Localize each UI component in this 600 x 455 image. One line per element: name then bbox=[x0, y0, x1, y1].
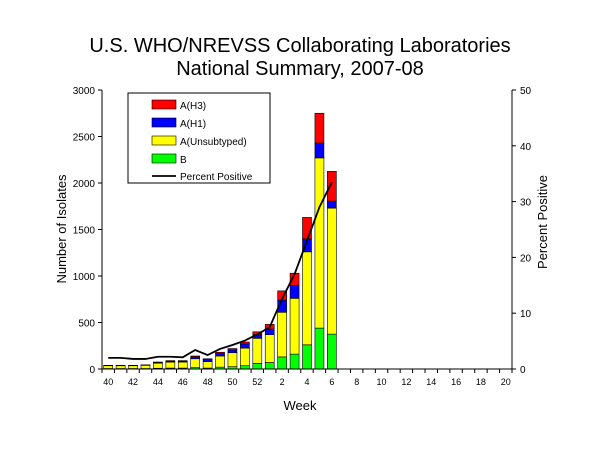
bar-segment-a-h1- bbox=[240, 344, 249, 348]
bar-segment-a-h3- bbox=[191, 356, 200, 357]
bar-segment-b bbox=[327, 334, 336, 369]
legend-label: A(Unsubtyped) bbox=[180, 137, 247, 148]
bar-segment-a-unsubtyped- bbox=[166, 362, 175, 368]
bar-segment-a-unsubtyped- bbox=[228, 353, 237, 367]
bar-segment-a-unsubtyped- bbox=[141, 365, 150, 368]
y2-tick-label: 50 bbox=[520, 86, 532, 97]
x-tick-label: 14 bbox=[426, 377, 436, 387]
x-tick-label: 20 bbox=[501, 377, 511, 387]
legend-swatch bbox=[152, 154, 176, 163]
x-tick-label: 46 bbox=[178, 377, 188, 387]
x-tick-label: 8 bbox=[354, 377, 359, 387]
bar-segment-a-h3- bbox=[303, 217, 312, 238]
x-tick-label: 44 bbox=[153, 377, 163, 387]
x-tick-label: 2 bbox=[280, 377, 285, 387]
x-tick-label: 6 bbox=[329, 377, 334, 387]
bar-segment-a-h3- bbox=[178, 361, 187, 362]
bar-segment-a-unsubtyped- bbox=[327, 208, 336, 334]
chart-title-line-2: National Summary, 2007-08 bbox=[176, 58, 424, 80]
y2-tick-label: 40 bbox=[520, 142, 532, 153]
legend-label: A(H3) bbox=[180, 101, 206, 112]
y2-tick-label: 30 bbox=[520, 198, 532, 209]
bar-segment-a-unsubtyped- bbox=[116, 366, 125, 369]
x-tick-label: 42 bbox=[128, 377, 138, 387]
bar-segment-a-unsubtyped- bbox=[153, 363, 162, 368]
x-axis-label: Week bbox=[284, 398, 317, 413]
bar-segment-a-unsubtyped- bbox=[216, 356, 225, 367]
bar-segment-b bbox=[290, 354, 299, 369]
legend-label: A(H1) bbox=[180, 119, 206, 130]
x-tick-label: 12 bbox=[401, 377, 411, 387]
y-tick-label: 2000 bbox=[73, 179, 96, 190]
y-tick-label: 1000 bbox=[73, 272, 96, 283]
y2-tick-label: 0 bbox=[520, 365, 526, 376]
bar-segment-a-h1- bbox=[315, 143, 324, 158]
x-tick-label: 52 bbox=[252, 377, 262, 387]
bar-segment-a-h3- bbox=[203, 359, 212, 360]
bar-segment-a-h3- bbox=[228, 349, 237, 350]
y-axis-label: Number of Isolates bbox=[54, 174, 69, 284]
bar-segment-a-unsubtyped- bbox=[240, 348, 249, 366]
bar-segment-a-unsubtyped- bbox=[278, 312, 287, 357]
legend-swatch bbox=[152, 136, 176, 145]
x-tick-label: 48 bbox=[203, 377, 213, 387]
bar-segment-a-unsubtyped- bbox=[303, 252, 312, 345]
x-tick-label: 18 bbox=[476, 377, 486, 387]
bar-segment-b bbox=[303, 345, 312, 369]
y-tick-label: 3000 bbox=[73, 86, 96, 97]
legend-label: B bbox=[180, 155, 187, 166]
y2-axis-label: Percent Positive bbox=[535, 175, 550, 269]
bar-segment-a-unsubtyped- bbox=[253, 338, 262, 363]
bar-segment-a-unsubtyped- bbox=[290, 298, 299, 354]
y2-tick-label: 20 bbox=[520, 253, 532, 264]
x-tick-label: 16 bbox=[451, 377, 461, 387]
x-tick-label: 10 bbox=[377, 377, 387, 387]
y-tick-label: 0 bbox=[89, 365, 95, 376]
bar-segment-a-h1- bbox=[228, 350, 237, 353]
legend-swatch bbox=[152, 100, 176, 109]
legend-swatch bbox=[152, 118, 176, 127]
chart-title-line-1: U.S. WHO/NREVSS Collaborating Laboratori… bbox=[89, 35, 510, 57]
bar-segment-a-h3- bbox=[216, 352, 225, 353]
bar-segment-a-unsubtyped- bbox=[315, 158, 324, 328]
y2-tick-label: 10 bbox=[520, 309, 532, 320]
y-tick-label: 1500 bbox=[73, 226, 96, 237]
bar-segment-a-unsubtyped- bbox=[203, 362, 212, 369]
y-tick-label: 2500 bbox=[73, 133, 96, 144]
bar-segment-a-h1- bbox=[327, 201, 336, 208]
bar-segment-a-unsubtyped- bbox=[265, 335, 274, 363]
bar-segment-a-h3- bbox=[327, 171, 336, 201]
bar-segment-b bbox=[315, 328, 324, 369]
bar-segment-b bbox=[278, 357, 287, 369]
x-tick-label: 4 bbox=[304, 377, 309, 387]
y-tick-label: 500 bbox=[78, 319, 95, 330]
bar-segment-b bbox=[253, 363, 262, 369]
bar-segment-a-unsubtyped- bbox=[104, 366, 113, 369]
bar-segment-a-h1- bbox=[216, 354, 225, 356]
bar-segment-a-h1- bbox=[290, 285, 299, 298]
x-tick-label: 50 bbox=[227, 377, 237, 387]
x-tick-label: 40 bbox=[103, 377, 113, 387]
bar-segment-a-unsubtyped- bbox=[191, 359, 200, 368]
bar-segment-b bbox=[265, 362, 274, 369]
bar-segment-a-h3- bbox=[166, 361, 175, 362]
legend-label: Percent Positive bbox=[180, 172, 253, 183]
bar-segment-a-unsubtyped- bbox=[178, 362, 187, 368]
bar-segment-a-h3- bbox=[315, 113, 324, 143]
bar-segment-a-unsubtyped- bbox=[129, 366, 138, 369]
